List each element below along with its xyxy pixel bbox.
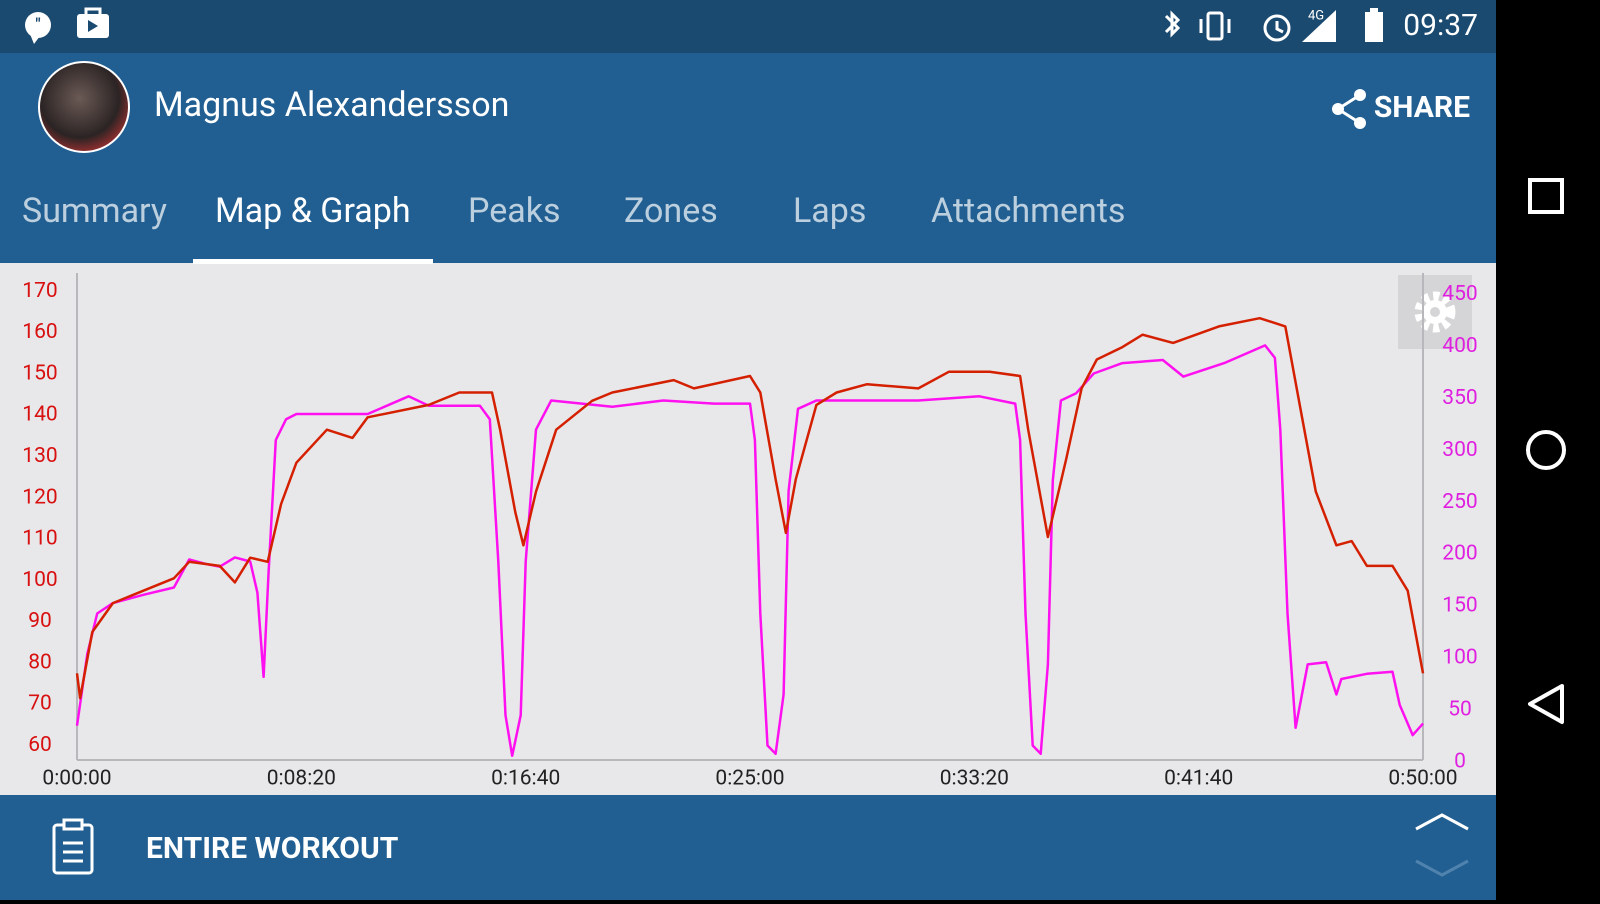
expand-icon[interactable] bbox=[1412, 809, 1472, 879]
x-tick-label: 0:16:40 bbox=[491, 767, 560, 791]
y-tick-label: 60 bbox=[28, 733, 52, 757]
y2-tick-label: 250 bbox=[1442, 490, 1477, 514]
y2-tick-label: 400 bbox=[1442, 334, 1477, 358]
y-tick-label: 170 bbox=[22, 279, 57, 303]
app-bar: Magnus Alexandersson SHARE Summary Map & … bbox=[0, 53, 1496, 264]
y-tick-label: 100 bbox=[22, 568, 57, 592]
app: " 4G 09:37 Magnus Alexandersson SHARE Su… bbox=[0, 0, 1496, 900]
status-bar: " 4G 09:37 bbox=[0, 0, 1496, 53]
y-tick-label: 80 bbox=[28, 650, 52, 674]
tab[interactable]: Map & Graph bbox=[215, 191, 411, 231]
tab[interactable]: Zones bbox=[624, 191, 718, 231]
clock: 09:37 bbox=[1403, 8, 1478, 43]
x-tick-label: 0:33:20 bbox=[940, 767, 1009, 791]
tab[interactable]: Summary bbox=[22, 191, 167, 231]
y2-tick-label: 450 bbox=[1442, 282, 1477, 306]
tab[interactable]: Attachments bbox=[931, 191, 1126, 231]
settings-button[interactable] bbox=[1398, 275, 1472, 349]
back-button[interactable] bbox=[1528, 684, 1564, 724]
share-icon bbox=[1331, 89, 1366, 129]
y2-tick-label: 150 bbox=[1442, 594, 1477, 618]
clipboard-icon bbox=[52, 818, 94, 875]
y-tick-label: 130 bbox=[22, 444, 57, 468]
y2-tick-label: 350 bbox=[1442, 386, 1477, 410]
recents-button[interactable] bbox=[1528, 178, 1564, 214]
chart: 60 70 80 90 100 110 120 130 140 150 160 170 0 50 100 15… bbox=[22, 273, 1478, 791]
tab[interactable]: Peaks bbox=[468, 191, 561, 231]
y-tick-label: 90 bbox=[28, 609, 52, 633]
y-tick-label: 120 bbox=[22, 485, 57, 509]
nav-bar bbox=[1496, 0, 1600, 900]
y-tick-label: 70 bbox=[28, 692, 52, 716]
x-tick-label: 0:50:00 bbox=[1388, 767, 1457, 791]
series-line bbox=[75, 344, 1424, 758]
y2-tick-label: 100 bbox=[1442, 646, 1477, 670]
x-tick-label: 0:00:00 bbox=[42, 767, 111, 791]
nav-buttons bbox=[1526, 178, 1566, 724]
series-line bbox=[75, 316, 1425, 700]
y2-tick-label: 200 bbox=[1442, 542, 1477, 566]
notification-icons: " bbox=[25, 7, 109, 44]
y-tick-label: 150 bbox=[22, 361, 57, 385]
user-name: Magnus Alexandersson bbox=[154, 85, 510, 125]
svg-text:": " bbox=[35, 14, 40, 33]
x-tick-label: 0:25:00 bbox=[715, 767, 784, 791]
tab-bar: Summary Map & Graph Peaks Zones Laps Attachme… bbox=[0, 173, 1200, 264]
system-icons: 4G bbox=[1164, 8, 1383, 42]
x-tick-label: 0:08:20 bbox=[267, 767, 336, 791]
home-button[interactable] bbox=[1526, 430, 1566, 470]
footer-label: ENTIRE WORKOUT bbox=[146, 831, 399, 866]
x-tick-label: 0:41:40 bbox=[1164, 767, 1233, 791]
y2-tick-label: 50 bbox=[1448, 698, 1472, 722]
bottom-bar[interactable]: ENTIRE WORKOUT bbox=[0, 795, 1496, 900]
avatar[interactable] bbox=[38, 61, 130, 153]
y-tick-label: 160 bbox=[22, 320, 57, 344]
y2-tick-label: 300 bbox=[1442, 438, 1477, 462]
y-tick-label: 140 bbox=[22, 403, 57, 427]
y2-tick-label: 0 bbox=[1454, 750, 1466, 774]
tab[interactable]: Laps bbox=[793, 191, 867, 231]
share-button[interactable]: SHARE bbox=[1330, 87, 1470, 131]
share-label: SHARE bbox=[1373, 89, 1470, 125]
network-type: 4G bbox=[1308, 8, 1324, 23]
tab-indicator bbox=[193, 259, 433, 264]
y-tick-label: 110 bbox=[22, 527, 57, 551]
